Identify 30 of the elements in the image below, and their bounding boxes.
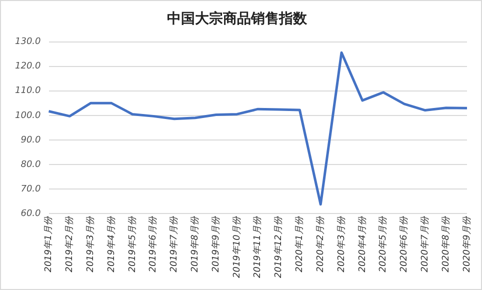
y-tick-label: 60.0 bbox=[20, 208, 42, 219]
x-tick-label: 2019年12月份 bbox=[273, 216, 284, 278]
x-tick-label: 2019年4月份 bbox=[106, 216, 117, 272]
x-tick-label: 2019年9月份 bbox=[210, 216, 222, 272]
x-tick-label: 2020年9月份 bbox=[461, 216, 472, 272]
x-tick-label: 2020年6月份 bbox=[398, 216, 410, 272]
x-tick-label: 2020年2月份 bbox=[314, 216, 326, 272]
x-tick-label: 2019年7月份 bbox=[168, 216, 180, 272]
chart-title: 中国大宗商品销售指数 bbox=[167, 10, 308, 28]
y-tick-label: 70.0 bbox=[20, 184, 42, 194]
x-tick-label: 2020年3月份 bbox=[336, 216, 347, 272]
y-tick-label: 80.0 bbox=[20, 160, 42, 170]
y-tick-label: 100.0 bbox=[15, 110, 42, 121]
x-tick-label: 2020年5月份 bbox=[378, 216, 389, 272]
x-tick-label: 2019年10月份 bbox=[231, 216, 242, 278]
x-tick-label: 2020年1月份 bbox=[294, 216, 306, 272]
y-tick-label: 130.0 bbox=[15, 37, 42, 48]
x-tick-label: 2019年8月份 bbox=[189, 216, 200, 272]
x-tick-label: 2020年7月份 bbox=[420, 216, 431, 272]
x-tick-label: 2019年5月份 bbox=[126, 216, 138, 272]
x-tick-label: 2020年8月份 bbox=[440, 216, 452, 272]
y-tick-label: 120.0 bbox=[15, 62, 42, 72]
x-tick-label: 2020年4月份 bbox=[356, 216, 368, 272]
x-tick-label: 2019年1月份 bbox=[43, 216, 54, 272]
y-tick-label: 110.0 bbox=[15, 86, 42, 96]
x-tick-label: 2019年11月份 bbox=[252, 216, 264, 278]
x-tick-label: 2019年6月份 bbox=[148, 216, 159, 272]
x-tick-label: 2019年2月份 bbox=[64, 216, 76, 272]
x-tick-label: 2019年3月份 bbox=[84, 216, 96, 272]
y-tick-label: 90.0 bbox=[20, 135, 42, 146]
